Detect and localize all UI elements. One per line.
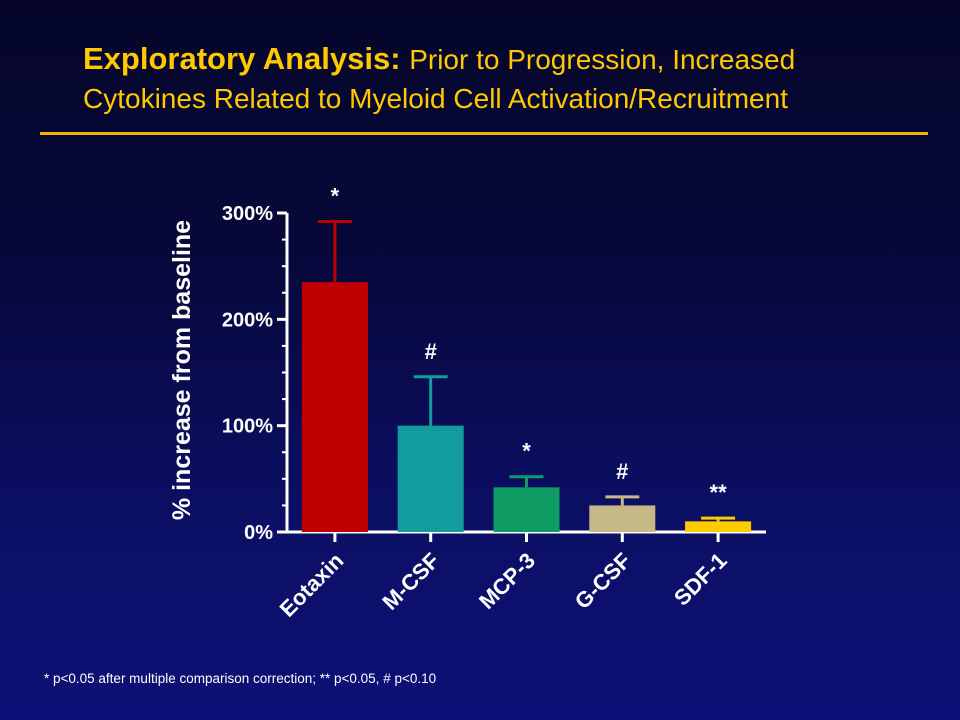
bar <box>493 487 560 532</box>
category-label: M-CSF <box>377 548 444 615</box>
bar <box>589 505 656 532</box>
bar <box>397 425 464 532</box>
y-tick-label: 300% <box>222 203 273 225</box>
significance-marker: # <box>616 459 628 484</box>
title-line2: Cytokines Related to Myeloid Cell Activa… <box>83 83 788 114</box>
y-tick-label: 200% <box>222 309 273 331</box>
y-tick-label: 0% <box>244 522 273 544</box>
title-line1-rest: Prior to Progression, Increased <box>409 44 796 75</box>
significance-marker: * <box>522 439 531 464</box>
slide-title: Exploratory Analysis: Prior to Progressi… <box>83 40 943 118</box>
significance-marker: * <box>331 184 340 209</box>
bar <box>301 282 368 532</box>
significance-marker: # <box>425 339 437 364</box>
category-label: MCP-3 <box>474 548 540 614</box>
category-label: Eotaxin <box>275 548 349 622</box>
category-label: SDF-1 <box>669 548 732 611</box>
significance-marker: ** <box>710 480 728 505</box>
category-label: G-CSF <box>570 548 636 614</box>
y-axis-label: % increase from baseline <box>168 220 196 520</box>
bar <box>685 521 752 532</box>
y-tick-label: 100% <box>222 416 273 438</box>
footnote: * p<0.05 after multiple comparison corre… <box>44 671 437 686</box>
title-bold: Exploratory Analysis: <box>83 41 401 76</box>
title-rule <box>40 132 928 135</box>
